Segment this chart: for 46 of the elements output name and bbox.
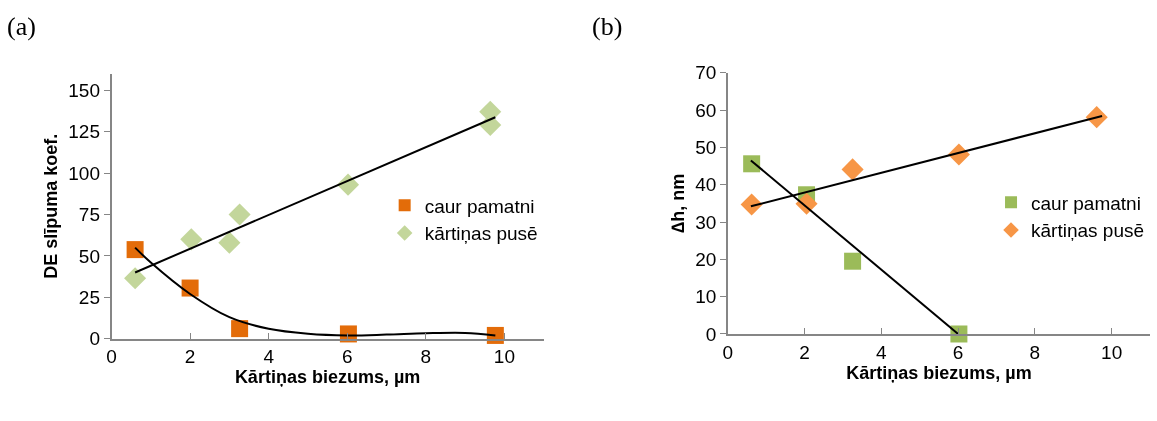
point	[841, 158, 864, 181]
x-axis-title: Kārtiņas biezums, µm	[234, 367, 421, 388]
chart-title: (a)	[7, 12, 36, 41]
point	[740, 193, 763, 216]
x-tick-label: 0	[106, 346, 117, 368]
y-tick-label: 150	[68, 79, 100, 101]
legend-label: caur pamatni	[1031, 192, 1141, 214]
point	[180, 228, 203, 251]
y-tick-label: 125	[68, 121, 100, 143]
y-tick-label: 75	[78, 204, 100, 226]
x-tick-label: 4	[263, 346, 275, 368]
point	[126, 241, 144, 259]
point	[218, 231, 241, 254]
y-tick-label: 70	[695, 62, 717, 84]
x-tick-label: 2	[184, 346, 196, 368]
y-tick-label: 50	[695, 137, 717, 159]
chart-title: (b)	[592, 12, 623, 41]
point	[228, 203, 251, 226]
y-axis-title: DE slīpuma koef.	[40, 133, 61, 279]
y-tick-label: 30	[695, 211, 717, 233]
x-tick-label: 8	[1029, 341, 1041, 363]
y-tick-label: 50	[78, 245, 100, 267]
y-tick-label: 0	[705, 323, 717, 345]
y-tick-label: 60	[695, 99, 717, 121]
y-tick-label: 40	[695, 174, 717, 196]
point	[124, 267, 147, 290]
x-tick-label: 0	[722, 341, 734, 363]
x-tick-label: 2	[799, 341, 810, 363]
x-tick-label: 6	[341, 346, 353, 368]
x-tick-label: 6	[952, 341, 964, 363]
point	[844, 252, 862, 270]
x-tick-label: 10	[493, 346, 515, 368]
y-tick-label: 25	[78, 286, 100, 308]
x-tick-label: 8	[420, 346, 432, 368]
y-tick-label: 10	[695, 286, 717, 308]
y-axis-title: ∆h, nm	[667, 173, 688, 233]
y-tick-label: 20	[695, 248, 717, 270]
legend-label: caur pamatni	[424, 195, 535, 217]
y-tick-label: 100	[68, 162, 100, 184]
point	[231, 320, 249, 338]
point	[743, 155, 761, 173]
legend-label: kārtiņas pusē	[424, 223, 538, 245]
x-tick-label: 10	[1101, 341, 1123, 363]
x-axis-title: Kārtiņas biezums, µm	[846, 362, 1032, 383]
x-tick-label: 4	[876, 341, 888, 363]
legend-label: kārtiņas pusē	[1031, 220, 1145, 242]
